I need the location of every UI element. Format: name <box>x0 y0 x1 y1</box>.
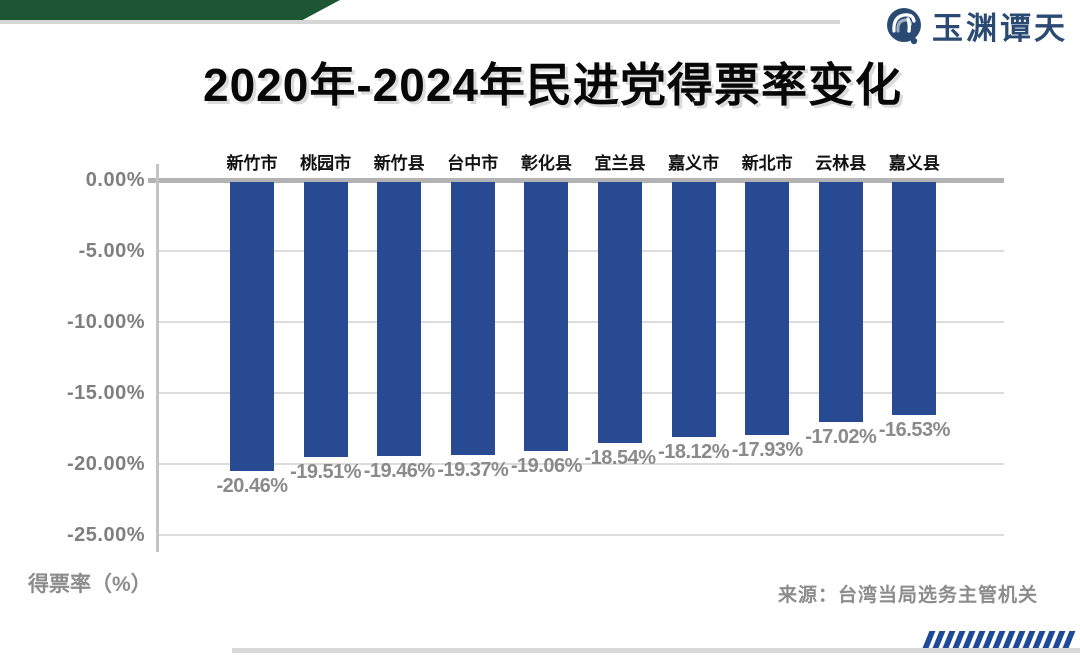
category-label: 嘉义县 <box>888 154 940 173</box>
category-label: 嘉义市 <box>668 154 720 173</box>
bar <box>598 182 642 444</box>
category-label: 桃园市 <box>300 154 352 173</box>
bar-value-label: -19.51% <box>290 461 362 484</box>
category-label: 彰化县 <box>520 154 572 173</box>
bar-value-label: -19.37% <box>437 459 509 482</box>
bar <box>818 182 863 422</box>
bar-value-label: -18.54% <box>584 447 657 470</box>
bar-value-label: -17.93% <box>731 438 804 461</box>
category-label: 新北市 <box>741 154 793 173</box>
y-axis-line <box>156 164 159 552</box>
y-tick-label: -25.00% <box>67 524 145 546</box>
bar <box>671 182 716 438</box>
bar <box>450 182 495 456</box>
bar <box>892 182 937 415</box>
logo-wordmark: 玉渊谭天 <box>932 10 1068 46</box>
bar-value-label: -17.02% <box>805 425 877 448</box>
logo-icon <box>884 5 926 52</box>
y-axis-title: 得票率（%） <box>28 573 152 596</box>
bar-value-label: -18.12% <box>658 441 730 464</box>
category-label: 新竹市 <box>226 154 278 173</box>
bar <box>524 182 569 451</box>
zero-gridline <box>148 177 1004 183</box>
gridline <box>157 463 1004 465</box>
y-tick-label: -5.00% <box>78 240 145 262</box>
bar <box>377 182 422 457</box>
y-tick-label: -20.00% <box>67 453 145 475</box>
category-label: 云林县 <box>815 154 867 173</box>
y-tick-label: 0.00% <box>85 169 145 191</box>
footer-rule <box>232 648 1080 653</box>
gridline <box>157 392 1004 394</box>
bar <box>230 182 274 471</box>
y-tick-label: -10.00% <box>67 311 145 333</box>
category-label: 宜兰县 <box>594 154 646 173</box>
category-label: 新竹县 <box>373 154 425 173</box>
bar-value-label: -19.06% <box>510 454 583 477</box>
bar-value-label: -20.46% <box>216 474 289 497</box>
category-label: 台中市 <box>447 154 499 173</box>
bar <box>303 182 348 458</box>
gridline <box>157 250 1004 252</box>
page-title: 2020年-2024年民进党得票率变化 <box>203 59 902 111</box>
bar-value-label: -19.46% <box>363 460 436 483</box>
y-tick-label: -15.00% <box>67 382 145 404</box>
logo: 玉渊谭天 <box>884 6 1068 50</box>
header-rule <box>0 20 840 24</box>
bar-value-label: -16.53% <box>878 418 951 441</box>
header-accent-bar <box>0 0 340 20</box>
gridline <box>157 321 1004 323</box>
hatch-decoration <box>922 631 1076 648</box>
bar <box>745 182 790 435</box>
gridline <box>157 534 1004 536</box>
source-note: 来源：台湾当局选务主管机关 <box>777 585 1038 606</box>
